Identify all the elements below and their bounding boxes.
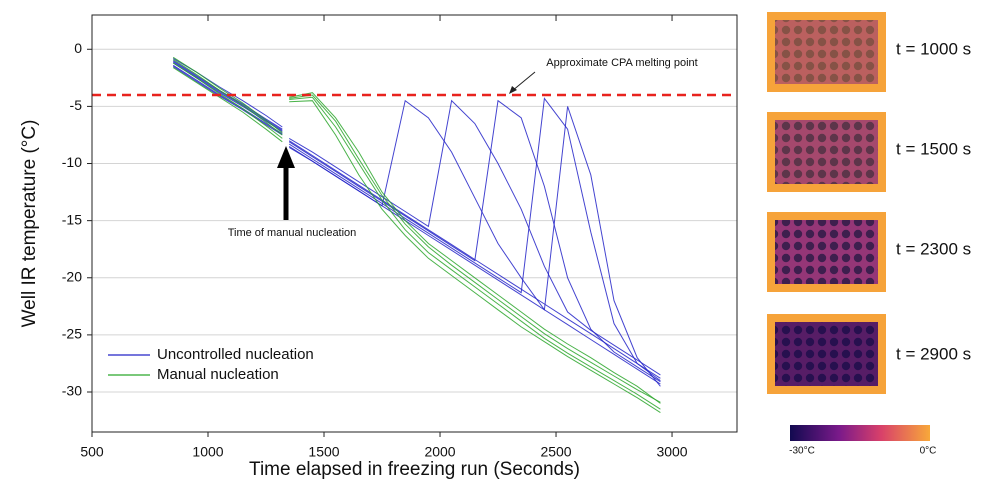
x-tick-label: 2000: [424, 444, 455, 460]
colorbar-label: -30°C: [789, 446, 815, 457]
panel-label: t = 1000 s: [896, 39, 971, 58]
panel-label: t = 1500 s: [896, 139, 971, 158]
annotation: Time of manual nucleation: [228, 227, 357, 239]
panel-label: t = 2300 s: [896, 239, 971, 258]
x-tick-label: 1000: [192, 444, 223, 460]
legend-label: Uncontrolled nucleation: [157, 346, 314, 363]
legend-label: Manual nucleation: [157, 366, 279, 383]
x-axis-title: Time elapsed in freezing run (Seconds): [249, 459, 580, 480]
y-tick-label: -20: [62, 268, 82, 284]
y-tick-label: -30: [62, 383, 82, 399]
annotation-arrowhead: [277, 146, 295, 168]
x-tick-label: 2500: [540, 444, 571, 460]
x-tick-label: 3000: [656, 444, 687, 460]
x-tick-label: 500: [80, 444, 104, 460]
thermal-image-wells: [775, 120, 878, 184]
thermal-image-wells: [775, 220, 878, 284]
y-axis-title: Well IR temperature (°C): [19, 120, 40, 328]
thermal-image-wells: [775, 322, 878, 386]
plot-frame: [91, 14, 738, 433]
series-line: [172, 64, 661, 387]
annotation-arrow: [511, 71, 536, 92]
x-tick-label: 1500: [308, 444, 339, 460]
series-line: [172, 62, 661, 404]
y-tick-label: 0: [74, 40, 82, 56]
series-line: [172, 59, 661, 403]
y-tick-label: -25: [62, 326, 82, 342]
thermal-image-wells: [775, 20, 878, 84]
annotation: Approximate CPA melting point: [546, 57, 697, 69]
y-tick-label: -15: [62, 211, 82, 227]
panel-label: t = 2900 s: [896, 344, 971, 363]
y-tick-label: -5: [70, 97, 83, 113]
side-panels: t = 1000 s t = 1500 s t = 2300 s t = 290…: [767, 12, 971, 457]
colorbar-label: 0°C: [920, 446, 937, 457]
series-line: [172, 67, 661, 414]
plot: 0 -5 -10 -15 -20 -25 -30 500 1000 1500 2000 2500 300…: [19, 14, 738, 480]
series-line: [172, 65, 661, 385]
y-tick-label: -10: [62, 154, 82, 170]
annotation-arrowhead: [509, 86, 517, 94]
colorbar: [790, 425, 930, 441]
